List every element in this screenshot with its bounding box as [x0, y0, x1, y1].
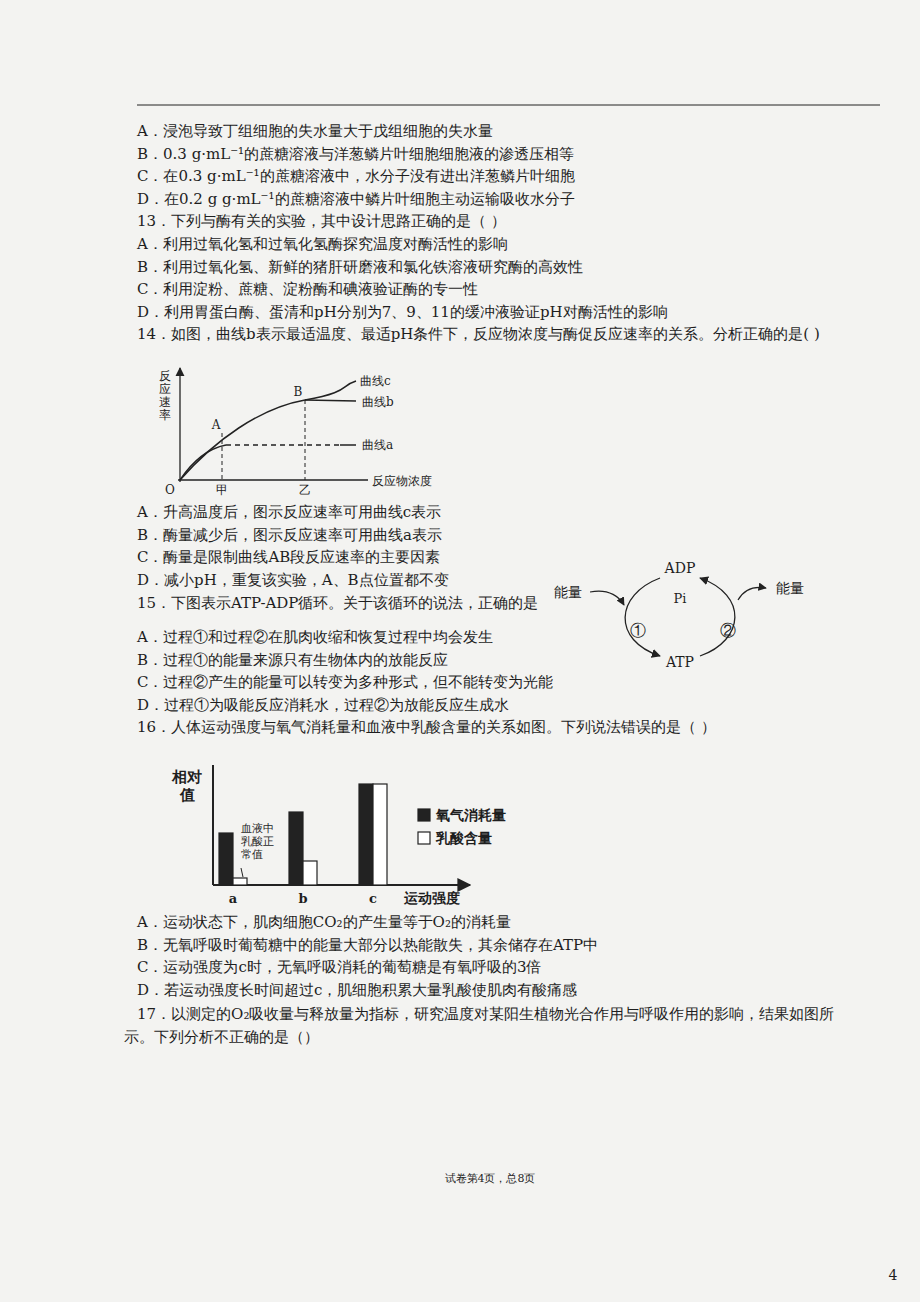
axis-label: 相对 [171, 768, 202, 786]
node-label: 能量 [776, 580, 804, 596]
x-mark: 甲 [216, 483, 228, 497]
y-axis [212, 765, 214, 885]
legend-swatch [418, 832, 430, 844]
node-label: 能量 [554, 584, 582, 600]
tick-label: c [369, 891, 377, 906]
question-stem: 17．以测定的O₂吸收量与释放量为指标，研究温度对某阳生植物光合作用与呼吸作用的… [137, 1005, 834, 1023]
option: B．利用过氧化氢、新鲜的猪肝研磨液和氯化铁溶液研究酶的高效性 [137, 258, 583, 276]
curve-label: 曲线a [362, 438, 393, 452]
curve-b [305, 400, 356, 401]
legend-swatch [418, 809, 430, 821]
axis-label: 反 [159, 369, 171, 383]
legend-label: 乳酸含量 [435, 830, 492, 846]
option: D．减小pH，重复该实验，A、B点位置都不变 [137, 571, 449, 589]
node-label: ADP [664, 560, 696, 576]
curve-c [180, 381, 356, 480]
axis-label: 反应物浓度 [372, 474, 432, 488]
y-axis [179, 368, 180, 482]
question-stem: 16．人体运动强度与氧气消耗量和血液中乳酸含量的关系如图。下列说法错误的是（ ） [137, 718, 716, 736]
point-label: B [294, 385, 303, 399]
x-axis [213, 884, 470, 886]
axis-label: 率 [159, 408, 171, 422]
annotation-leader [241, 868, 243, 877]
node-label: Pi [674, 591, 687, 606]
option: A．利用过氧化氢和过氧化氢酶探究温度对酶活性的影响 [136, 235, 508, 253]
bar [233, 878, 247, 885]
option: D．利用胃蛋白酶、蛋清和pH分别为7、9、11的缓冲液验证pH对酶活性的影响 [137, 303, 668, 321]
annotation: 乳酸正 [241, 835, 274, 848]
option: D．过程①为吸能反应消耗水，过程②为放能反应生成水 [137, 696, 509, 714]
curve-a-end [340, 444, 356, 446]
bars [219, 784, 387, 885]
question-stem: 13．下列与酶有关的实验，其中设计思路正确的是（ ） [137, 212, 506, 230]
option: A．浸泡导致丁组细胞的失水量大于戊组细胞的失水量 [136, 122, 493, 140]
arc-2 [700, 578, 735, 656]
x-mark: 乙 [299, 483, 311, 497]
origin-label: O [165, 483, 175, 497]
option: A．运动状态下，肌肉细胞CO₂的产生量等于O₂的消耗量 [136, 913, 511, 931]
option: D．若运动强度长时间超过c，肌细胞积累大量乳酸使肌肉有酸痛感 [137, 981, 577, 999]
guide-b [305, 400, 306, 480]
legend-label: 氧气消耗量 [435, 807, 506, 823]
guide-a [222, 433, 223, 480]
tick-label: a [229, 891, 238, 906]
annotation: 血液中 [241, 822, 274, 835]
question-stem: 示。下列分析不正确的是（） [124, 1028, 319, 1046]
curve-a-dashed [226, 444, 340, 445]
option: B．过程①的能量来源只有生物体内的放能反应 [137, 651, 448, 669]
axis-label: 速 [159, 395, 171, 409]
option: B．无氧呼吸时葡萄糖中的能量大部分以热能散失，其余储存在ATP中 [137, 936, 598, 954]
arc-1 [625, 578, 660, 656]
option: A．升高温度后，图示反应速率可用曲线c表示 [136, 503, 441, 521]
bar [359, 784, 373, 885]
option: C．在0.3 g·mL⁻¹的蔗糖溶液中，水分子没有进出洋葱鳞片叶细胞 [137, 167, 575, 185]
option: C．利用淀粉、蔗糖、淀粉酶和碘液验证酶的专一性 [137, 280, 478, 298]
step-label: ① [630, 621, 646, 640]
bar [303, 861, 317, 885]
top-rule [137, 105, 880, 106]
option: C．酶量是限制曲线AB段反应速率的主要因素 [137, 548, 440, 566]
page-canvas: A．浸泡导致丁组细胞的失水量大于戊组细胞的失水量 B．0.3 g·mL⁻¹的蔗糖溶… [0, 0, 920, 1302]
step-label: ② [720, 621, 736, 640]
curve-label: 曲线b [362, 395, 394, 409]
option: C．过程②产生的能量可以转变为多种形式，但不能转变为光能 [137, 673, 553, 691]
axis-label: 应 [159, 382, 171, 396]
question-stem: 15．下图表示ATP-ADP循环。关于该循环的说法，正确的是 [137, 594, 538, 612]
option: D．在0.2 g g·mL⁻¹的蔗糖溶液中鳞片叶细胞主动运输吸收水分子 [137, 190, 575, 208]
tick-label: b [298, 891, 307, 906]
option: B．0.3 g·mL⁻¹的蔗糖溶液与洋葱鳞片叶细胞细胞液的渗透压相等 [137, 145, 574, 163]
footer: 试卷第4页，总8页 [445, 1172, 536, 1185]
bar [219, 833, 233, 885]
x-axis [178, 479, 368, 480]
axis-label: 值 [179, 786, 195, 804]
option: A．过程①和过程②在肌肉收缩和恢复过程中均会发生 [136, 628, 493, 646]
axis-label: 运动强度 [403, 890, 460, 906]
option: C．运动强度为c时，无氧呼吸消耗的葡萄糖是有氧呼吸的3倍 [137, 958, 541, 976]
energy-in [590, 591, 624, 605]
page-number: 4 [889, 1267, 898, 1283]
page: A．浸泡导致丁组细胞的失水量大于戊组细胞的失水量 B．0.3 g·mL⁻¹的蔗糖溶… [0, 0, 920, 1302]
question-stem: 14．如图，曲线b表示最适温度、最适pH条件下，反应物浓度与酶促反应速率的关系。… [137, 325, 820, 343]
curve-a [180, 445, 226, 480]
energy-out [738, 587, 766, 600]
option: B．酶量减少后，图示反应速率可用曲线a表示 [137, 526, 442, 544]
bar [373, 784, 387, 885]
point-label: A [211, 418, 221, 432]
curve-label: 曲线c [360, 374, 391, 388]
node-label: ATP [665, 654, 694, 670]
bar [289, 812, 303, 885]
annotation: 常值 [241, 848, 263, 861]
